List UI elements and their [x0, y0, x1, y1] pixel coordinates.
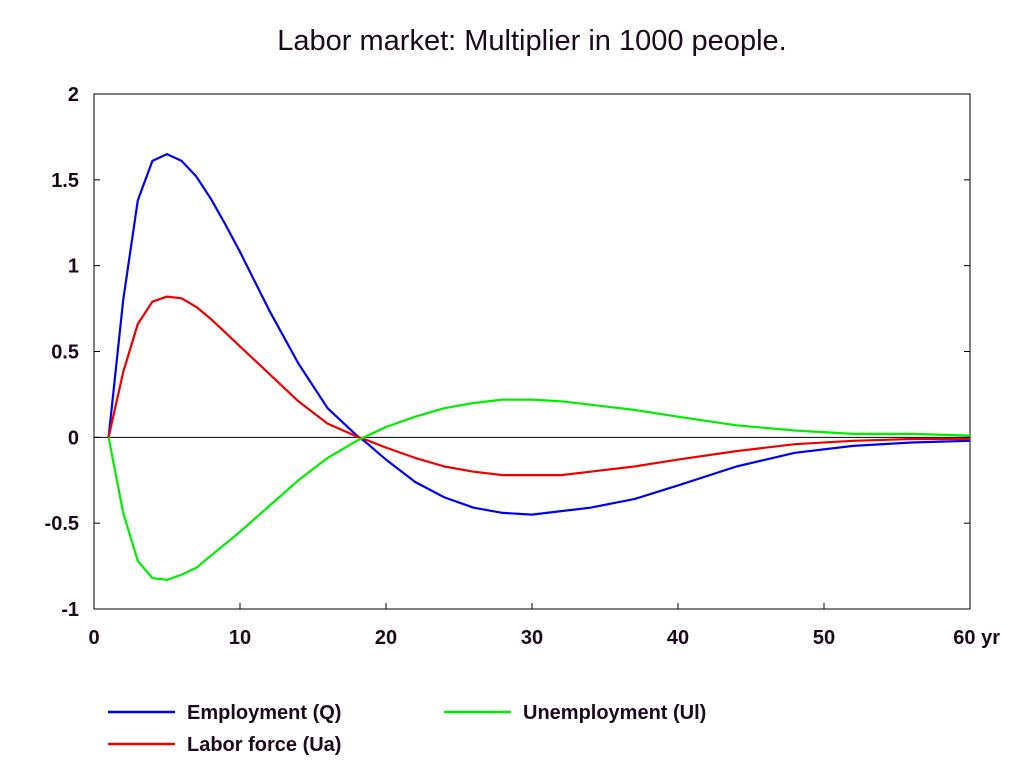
legend-item: Unemployment (Ul): [444, 702, 706, 724]
y-tick-label: 1: [68, 256, 79, 278]
legend-label: Unemployment (Ul): [523, 702, 706, 724]
y-tick-label: -1: [61, 599, 79, 621]
x-tick-label: 30: [521, 627, 543, 649]
y-tick-label: 2: [68, 84, 79, 106]
x-tick-label: 60 yr: [953, 627, 1000, 649]
y-tick-label: -0.5: [45, 513, 79, 535]
y-tick-label: 0: [68, 427, 79, 449]
chart-title: Labor market: Multiplier in 1000 people.: [277, 25, 786, 57]
plot-border: [93, 93, 971, 610]
x-tick-label: 0: [88, 627, 99, 649]
x-tick-label: 20: [375, 627, 397, 649]
plot-frame: [93, 93, 971, 610]
series-line-0: [107, 153, 971, 516]
legend-label: Labor force (Ua): [187, 734, 341, 756]
legend-label: Employment (Q): [187, 702, 341, 724]
legend-item: Employment (Q): [108, 702, 341, 724]
legend: Employment (Q) Labor force (Ua) Unemployme…: [108, 702, 706, 756]
x-tick-label: 40: [667, 627, 689, 649]
axis-ticks: 2 1.5 1 0.5 0 -0.5 -1 0 10 20 30 40 50 60 yr: [45, 84, 1001, 649]
legend-item: Labor force (Ua): [108, 734, 341, 756]
y-tick-label: 0.5: [51, 342, 79, 364]
series-lines: [107, 153, 971, 581]
y-tick-label: 1.5: [51, 170, 79, 192]
x-tick-label: 10: [229, 627, 251, 649]
series-line-1: [107, 295, 970, 477]
series-line-2: [107, 398, 971, 581]
x-tick-label: 50: [813, 627, 835, 649]
